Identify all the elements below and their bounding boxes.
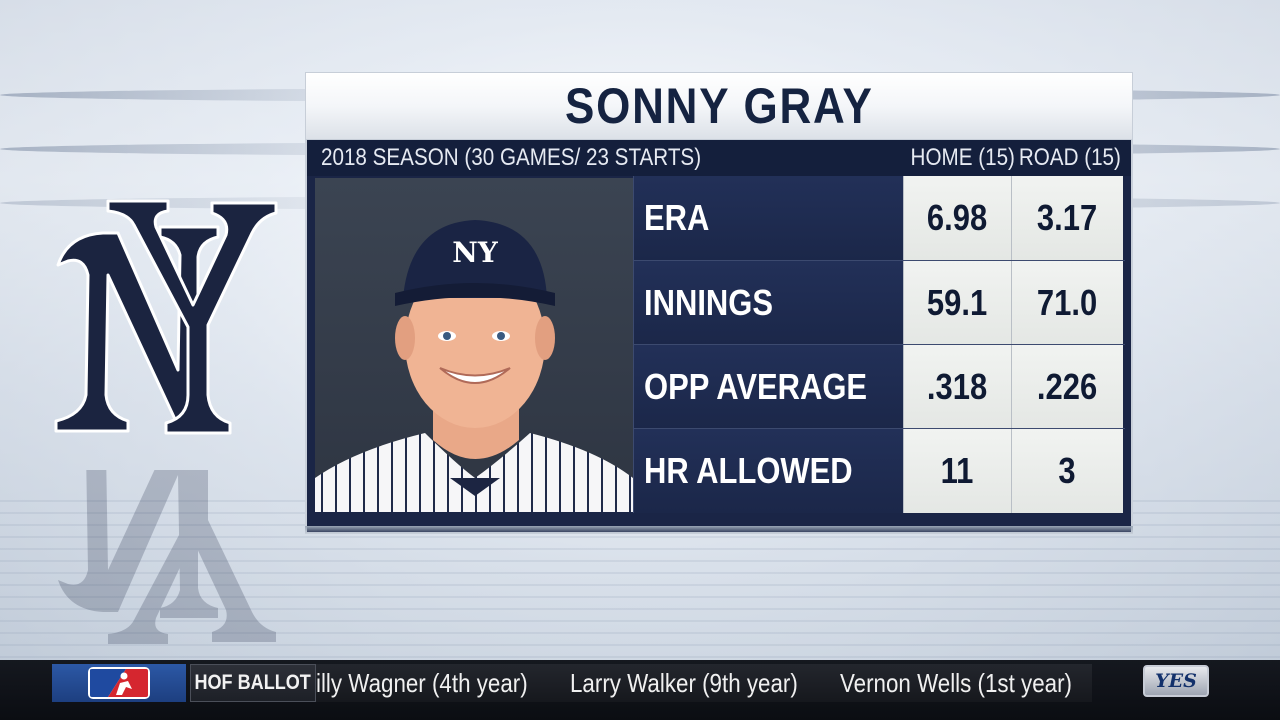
table-row: ERA 6.98 3.17 xyxy=(633,176,1125,260)
stat-home-value: 6.98 xyxy=(903,176,1011,260)
stat-home-value: 11 xyxy=(903,429,1011,513)
stat-road-value: 3 xyxy=(1011,429,1123,513)
yankees-logo-reflection xyxy=(48,470,278,650)
stat-panel: SONNY GRAY 2018 SEASON (30 GAMES/ 23 STA… xyxy=(305,72,1133,534)
column-header-home: HOME (15) xyxy=(910,144,1015,171)
stat-home-value: .318 xyxy=(903,345,1011,429)
ticker-item: Vernon Wells (1st year) xyxy=(840,668,1072,698)
player-headshot: NY xyxy=(315,178,633,512)
ticker-item: Larry Walker (9th year) xyxy=(570,668,798,698)
stat-road-value: 71.0 xyxy=(1011,261,1123,345)
player-name: SONNY GRAY xyxy=(564,78,874,134)
season-summary: 2018 SEASON (30 GAMES/ 23 STARTS) xyxy=(321,144,702,171)
stat-home-value: 59.1 xyxy=(903,261,1011,345)
ticker-crawl: illy Wagner (4th year) Larry Walker (9th… xyxy=(316,664,1092,702)
panel-shadow xyxy=(305,526,1133,534)
yes-network-logo-icon: YES xyxy=(1143,665,1209,697)
stat-label: HR ALLOWED xyxy=(633,429,903,513)
stat-label: INNINGS xyxy=(633,261,903,345)
column-header-road: ROAD (15) xyxy=(1018,144,1121,171)
table-row: HR ALLOWED 11 3 xyxy=(633,428,1125,513)
season-header: 2018 SEASON (30 GAMES/ 23 STARTS) HOME (… xyxy=(307,140,1131,176)
ticker-item: illy Wagner (4th year) xyxy=(316,668,528,698)
stat-road-value: 3.17 xyxy=(1011,176,1123,260)
stats-table: ERA 6.98 3.17 INNINGS 59.1 71.0 OPP AVER… xyxy=(633,176,1125,513)
table-row: OPP AVERAGE .318 .226 xyxy=(633,344,1125,429)
title-bar: SONNY GRAY xyxy=(305,72,1133,140)
mlb-logo-icon xyxy=(52,664,186,702)
ticker-category-label: HOF BALLOT xyxy=(190,664,316,702)
stat-body: 2018 SEASON (30 GAMES/ 23 STARTS) HOME (… xyxy=(305,140,1133,534)
svg-text:NY: NY xyxy=(452,236,499,269)
stat-label: OPP AVERAGE xyxy=(633,345,903,429)
stat-road-value: .226 xyxy=(1011,345,1123,429)
yankees-ny-logo-icon xyxy=(48,195,278,445)
table-row: INNINGS 59.1 71.0 xyxy=(633,260,1125,345)
stat-label: ERA xyxy=(633,176,903,260)
